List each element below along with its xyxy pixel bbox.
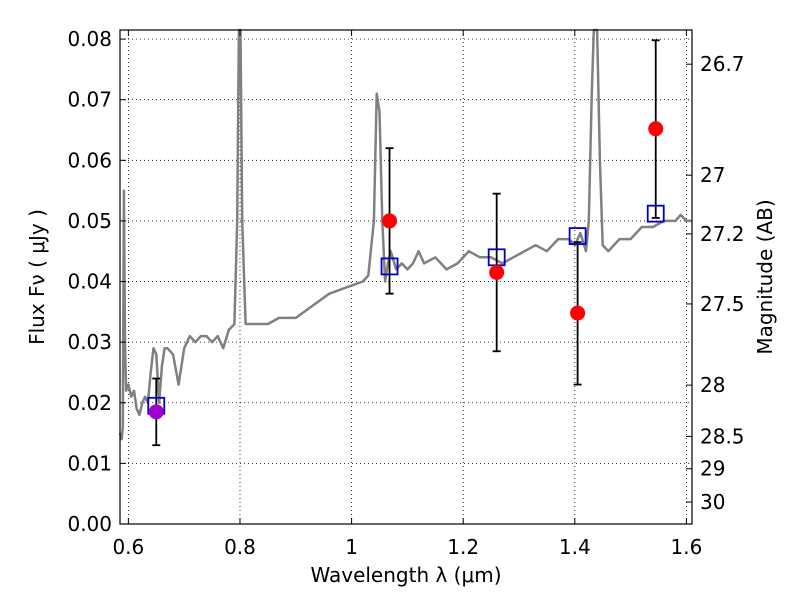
y-axis-title: Flux Fν ( μJy ) bbox=[25, 209, 49, 345]
y-tick-label: 0.02 bbox=[67, 391, 112, 415]
y2-tick-label: 28.5 bbox=[700, 424, 745, 448]
y-tick-label: 0.07 bbox=[67, 88, 112, 112]
measured-flux-point bbox=[648, 121, 664, 137]
measured-flux-point bbox=[148, 404, 164, 420]
model-flux-series bbox=[147, 204, 665, 415]
plot-frame bbox=[119, 29, 693, 525]
y2-tick-label: 27.5 bbox=[700, 292, 745, 316]
x-tick-label: 1 bbox=[345, 535, 358, 559]
y2-tick-label: 28 bbox=[700, 373, 725, 397]
y-tick-label: 0.01 bbox=[67, 451, 112, 475]
x-axis-title: Wavelength λ (μm) bbox=[310, 563, 501, 587]
measured-flux-point bbox=[382, 213, 398, 229]
y-tick-label: 0.06 bbox=[67, 148, 112, 172]
spectrum-line bbox=[118, 28, 692, 441]
model-flux-square bbox=[568, 227, 587, 245]
grid-lines bbox=[120, 30, 692, 525]
x-tick-label: 0.8 bbox=[224, 535, 256, 559]
x-tick-label: 1.6 bbox=[671, 535, 703, 559]
x-tick-label: 1.2 bbox=[447, 535, 479, 559]
y-tick-label: 0.08 bbox=[67, 27, 112, 51]
axis-ticks bbox=[120, 30, 692, 525]
model-flux-square bbox=[380, 257, 399, 276]
y2-axis-title: Magnitude (AB) bbox=[753, 199, 777, 354]
x-tick-label: 1.4 bbox=[559, 535, 591, 559]
spectrum-series bbox=[118, 28, 692, 441]
y-tick-label: 0.00 bbox=[67, 512, 112, 536]
measured-flux-point bbox=[570, 305, 586, 321]
measured-flux-series bbox=[148, 121, 664, 420]
y2-tick-label: 27 bbox=[700, 163, 725, 187]
y2-tick-label: 27.2 bbox=[700, 222, 745, 246]
y-tick-label: 0.03 bbox=[67, 330, 112, 354]
y2-tick-label: 29 bbox=[700, 457, 725, 481]
measured-flux-point bbox=[489, 264, 505, 280]
y-tick-label: 0.04 bbox=[67, 270, 112, 294]
y2-tick-label: 30 bbox=[700, 490, 725, 514]
x-tick-label: 0.6 bbox=[112, 535, 144, 559]
model-flux-square bbox=[646, 204, 665, 223]
y2-tick-label: 26.7 bbox=[700, 52, 745, 76]
y-tick-label: 0.05 bbox=[67, 209, 112, 233]
tick-labels: 0.6 0.8 1 1.2 1.4 1.6 0.00 0.01 0.02 0.03 0.04 0.05… bbox=[67, 27, 744, 559]
